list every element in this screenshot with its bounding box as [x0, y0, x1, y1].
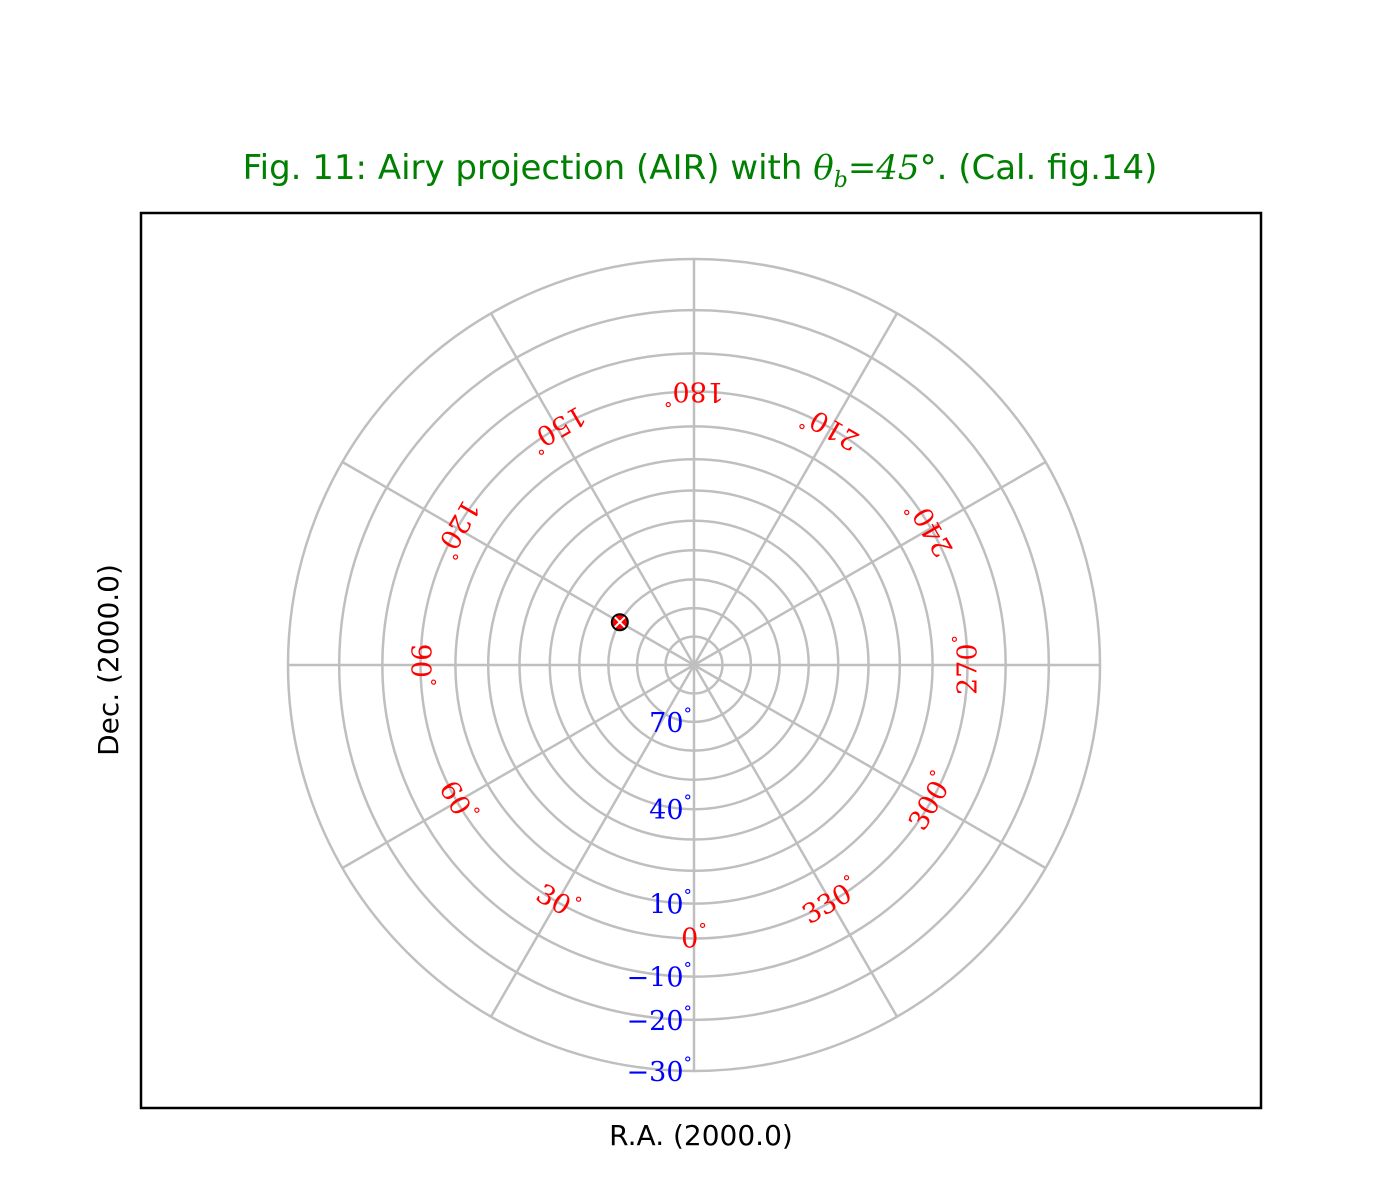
title-math-sub: b — [834, 168, 848, 193]
lat-label-minus10: −10° — [627, 960, 692, 994]
chart-title: Fig. 11: Airy projection (AIR) with θb=4… — [243, 148, 1158, 193]
marker-cross — [614, 616, 626, 628]
marker-0 — [610, 613, 629, 632]
lon-label-90: 90° — [405, 644, 439, 687]
lat-label-minus30: −30° — [627, 1054, 692, 1088]
lon-label-150: 150° — [523, 400, 592, 459]
lat-label-minus20: −20° — [627, 1003, 692, 1037]
lat-label-40: 40° — [649, 792, 692, 826]
graticule — [286, 257, 1102, 1073]
meridian-240 — [693, 460, 1047, 667]
lon-label-270: 270° — [950, 635, 984, 695]
lon-label-0: 0° — [681, 921, 707, 955]
y-axis-label: Dec. (2000.0) — [92, 564, 125, 756]
meridian-300 — [693, 663, 1047, 870]
meridian-30 — [489, 664, 696, 1018]
lon-label-30: 30° — [531, 876, 585, 926]
lon-label-60: 60° — [433, 774, 483, 828]
lon-label-180: 180° — [664, 376, 724, 410]
markers — [610, 613, 629, 632]
lon-label-120: 120° — [429, 494, 488, 563]
meridian-210 — [692, 312, 899, 666]
title-text: Fig. 11: Airy projection (AIR) with — [243, 148, 814, 188]
meridian-150 — [489, 312, 696, 666]
lon-label-240: 240° — [900, 494, 959, 563]
lat-label-70: 70° — [649, 705, 692, 739]
title-math-rest: =45° — [848, 148, 937, 188]
x-axis-label: R.A. (2000.0) — [609, 1119, 793, 1152]
lon-label-300: 300° — [900, 767, 959, 836]
title-suffix: . (Cal. fig.14) — [937, 148, 1158, 188]
plot-frame — [139, 211, 1263, 1110]
lat-label-10: 10° — [649, 887, 692, 921]
lon-label-330: 330° — [796, 871, 865, 930]
meridian-330 — [692, 664, 899, 1018]
meridian-120 — [341, 460, 695, 667]
lon-label-210: 210° — [796, 400, 865, 459]
meridian-60 — [341, 663, 695, 870]
title-math-theta: θ — [813, 148, 833, 188]
